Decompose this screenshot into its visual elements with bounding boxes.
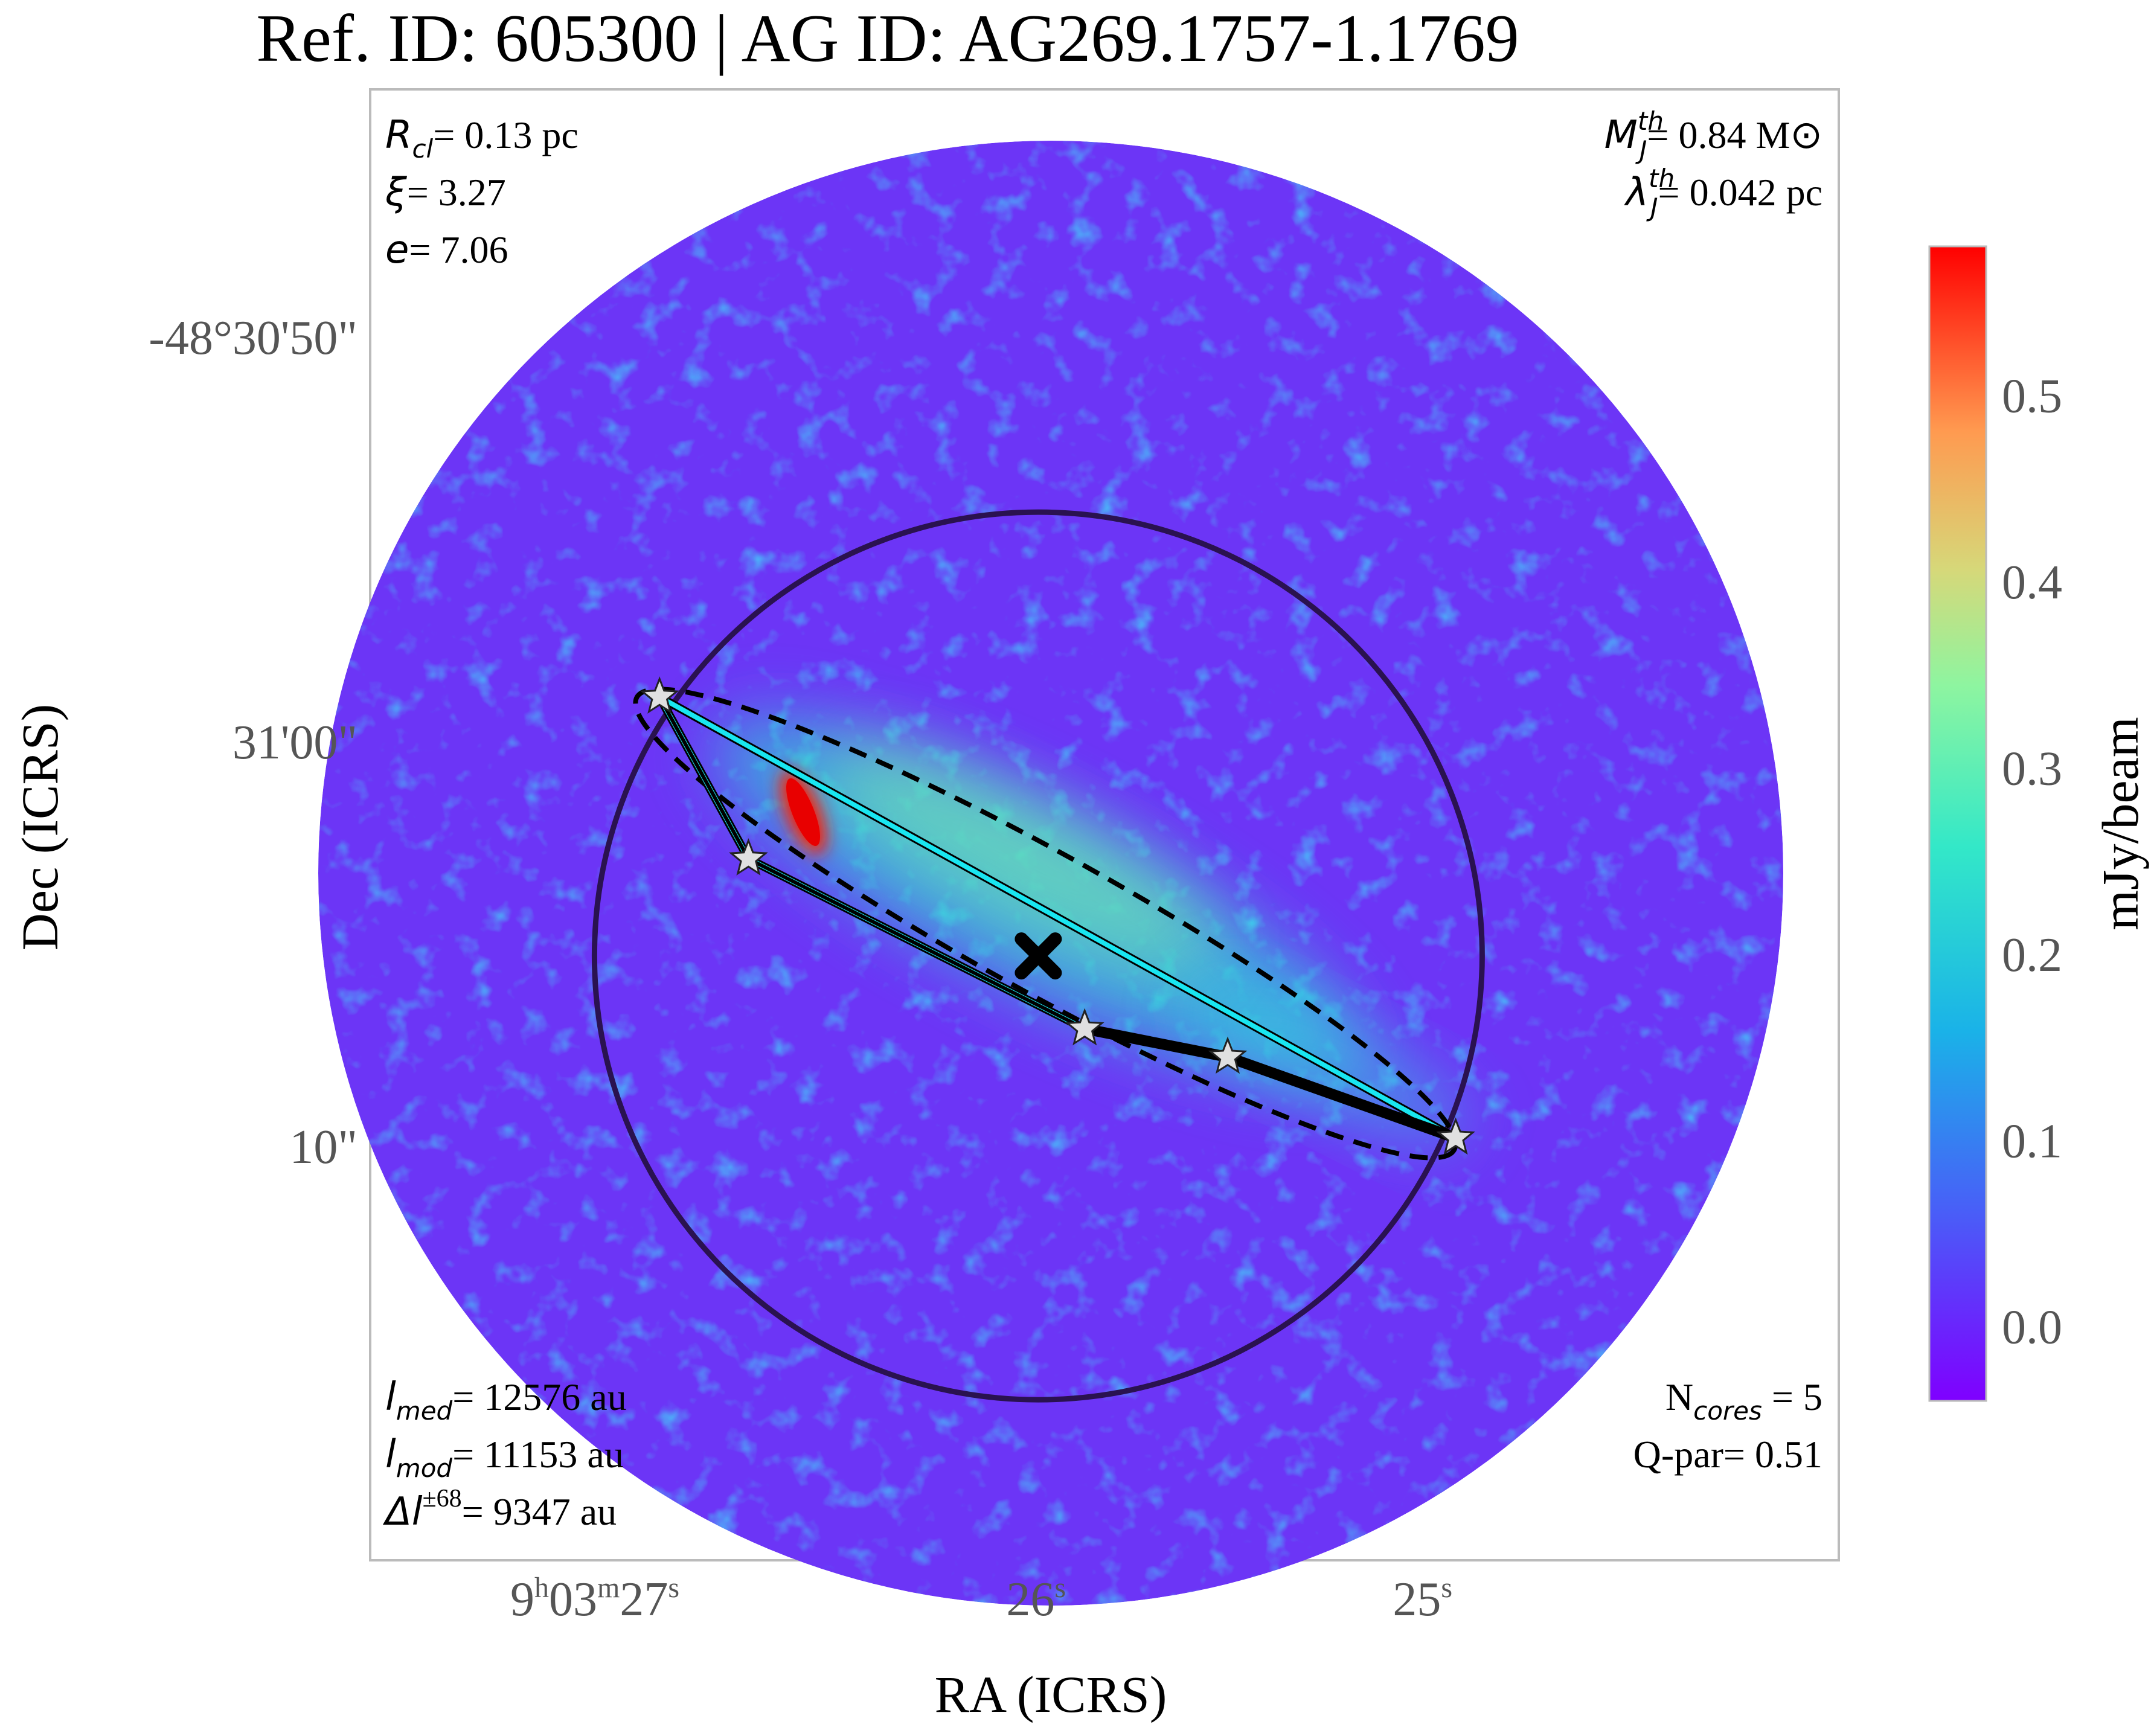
- annotation-line: e= 7.06: [385, 228, 508, 272]
- mst-edge: [1079, 1023, 1233, 1063]
- annotation-line: Q-par= 0.51: [1633, 1433, 1822, 1476]
- colorbar-ticks: 0.0 0.1 0.2 0.3 0.4 0.5: [2002, 370, 2062, 1354]
- x-tick-labels: 9h03m27s 26s 25s: [510, 1572, 1452, 1626]
- colorbar-label: mJy/beam: [2091, 717, 2149, 930]
- colorbar-tick-label: 0.0: [2002, 1301, 2062, 1354]
- x-tick-label: 26s: [1006, 1572, 1066, 1626]
- mst-edge: [746, 857, 1087, 1031]
- annotation-line: ξ= 3.27: [385, 170, 506, 215]
- core-marker: [1436, 1117, 1476, 1155]
- colorbar-tick-label: 0.5: [2002, 370, 2062, 423]
- annotation-line: lmed= 12576 au: [385, 1375, 627, 1426]
- annotation-line: Δl±68= 9347 au: [382, 1485, 617, 1534]
- fitted-ellipse: [633, 687, 1458, 1161]
- core-marker: [728, 838, 768, 876]
- clump-circle: [591, 509, 1485, 1403]
- x-axis-label: RA (ICRS): [935, 1665, 1167, 1723]
- x-tick-seconds: 27: [620, 1573, 668, 1626]
- x-tick-seconds: 26: [1006, 1573, 1054, 1626]
- x-tick-label: 9h03m27s: [510, 1572, 679, 1626]
- core-marker: [1065, 1008, 1104, 1046]
- y-tick-labels: -48°30'50" 31'00" 10": [149, 312, 357, 1174]
- annotation-line: Rcl= 0.13 pc: [385, 113, 579, 164]
- x-tick-label: 25s: [1393, 1572, 1452, 1626]
- y-tick-label: 10": [289, 1121, 357, 1174]
- overlays: [591, 509, 1485, 1403]
- x-tick-s-unit: s: [1441, 1572, 1452, 1604]
- colorbar-tick-label: 0.4: [2002, 556, 2062, 609]
- colorbar-tick-label: 0.1: [2002, 1115, 2062, 1168]
- y-tick-label: 31'00": [232, 716, 357, 769]
- core-marker: [1208, 1036, 1248, 1074]
- x-tick-s-unit: s: [668, 1572, 679, 1604]
- x-tick-s-unit: s: [1054, 1572, 1066, 1604]
- clump-center-marker: [1015, 932, 1062, 980]
- x-tick-minutes: 03: [549, 1573, 597, 1626]
- colorbar: [1928, 245, 1987, 1402]
- annotation-line: lmod= 11153 au: [385, 1432, 624, 1483]
- core-marker: [640, 676, 679, 714]
- y-tick-label: -48°30'50": [149, 312, 357, 365]
- x-tick-hours: 9: [510, 1573, 534, 1626]
- x-tick-seconds: 25: [1393, 1573, 1441, 1626]
- chart-title: Ref. ID: 605300 | AG ID: AG269.1757-1.17…: [256, 1, 1519, 76]
- mst-edge: [658, 695, 751, 861]
- annotation-line: Ncores = 5: [1665, 1376, 1822, 1426]
- colorbar-tick-label: 0.2: [2002, 929, 2062, 982]
- annotation-line: λth J= 0.042 pc: [1624, 164, 1822, 222]
- x-tick-h-unit: h: [534, 1572, 549, 1604]
- y-axis-label: Dec (ICRS): [11, 704, 69, 950]
- x-tick-m-unit: m: [597, 1572, 620, 1604]
- annotation-line: Mth J= 0.84 M⊙: [1604, 106, 1822, 165]
- emission-map: [318, 141, 1783, 1606]
- annotations: Rcl= 0.13 pc ξ= 3.27 e= 7.06 Mth J= 0.84 M⊙λ…: [382, 106, 1822, 1534]
- colorbar-tick-label: 0.3: [2002, 742, 2062, 795]
- mst-edge: [1222, 1051, 1461, 1144]
